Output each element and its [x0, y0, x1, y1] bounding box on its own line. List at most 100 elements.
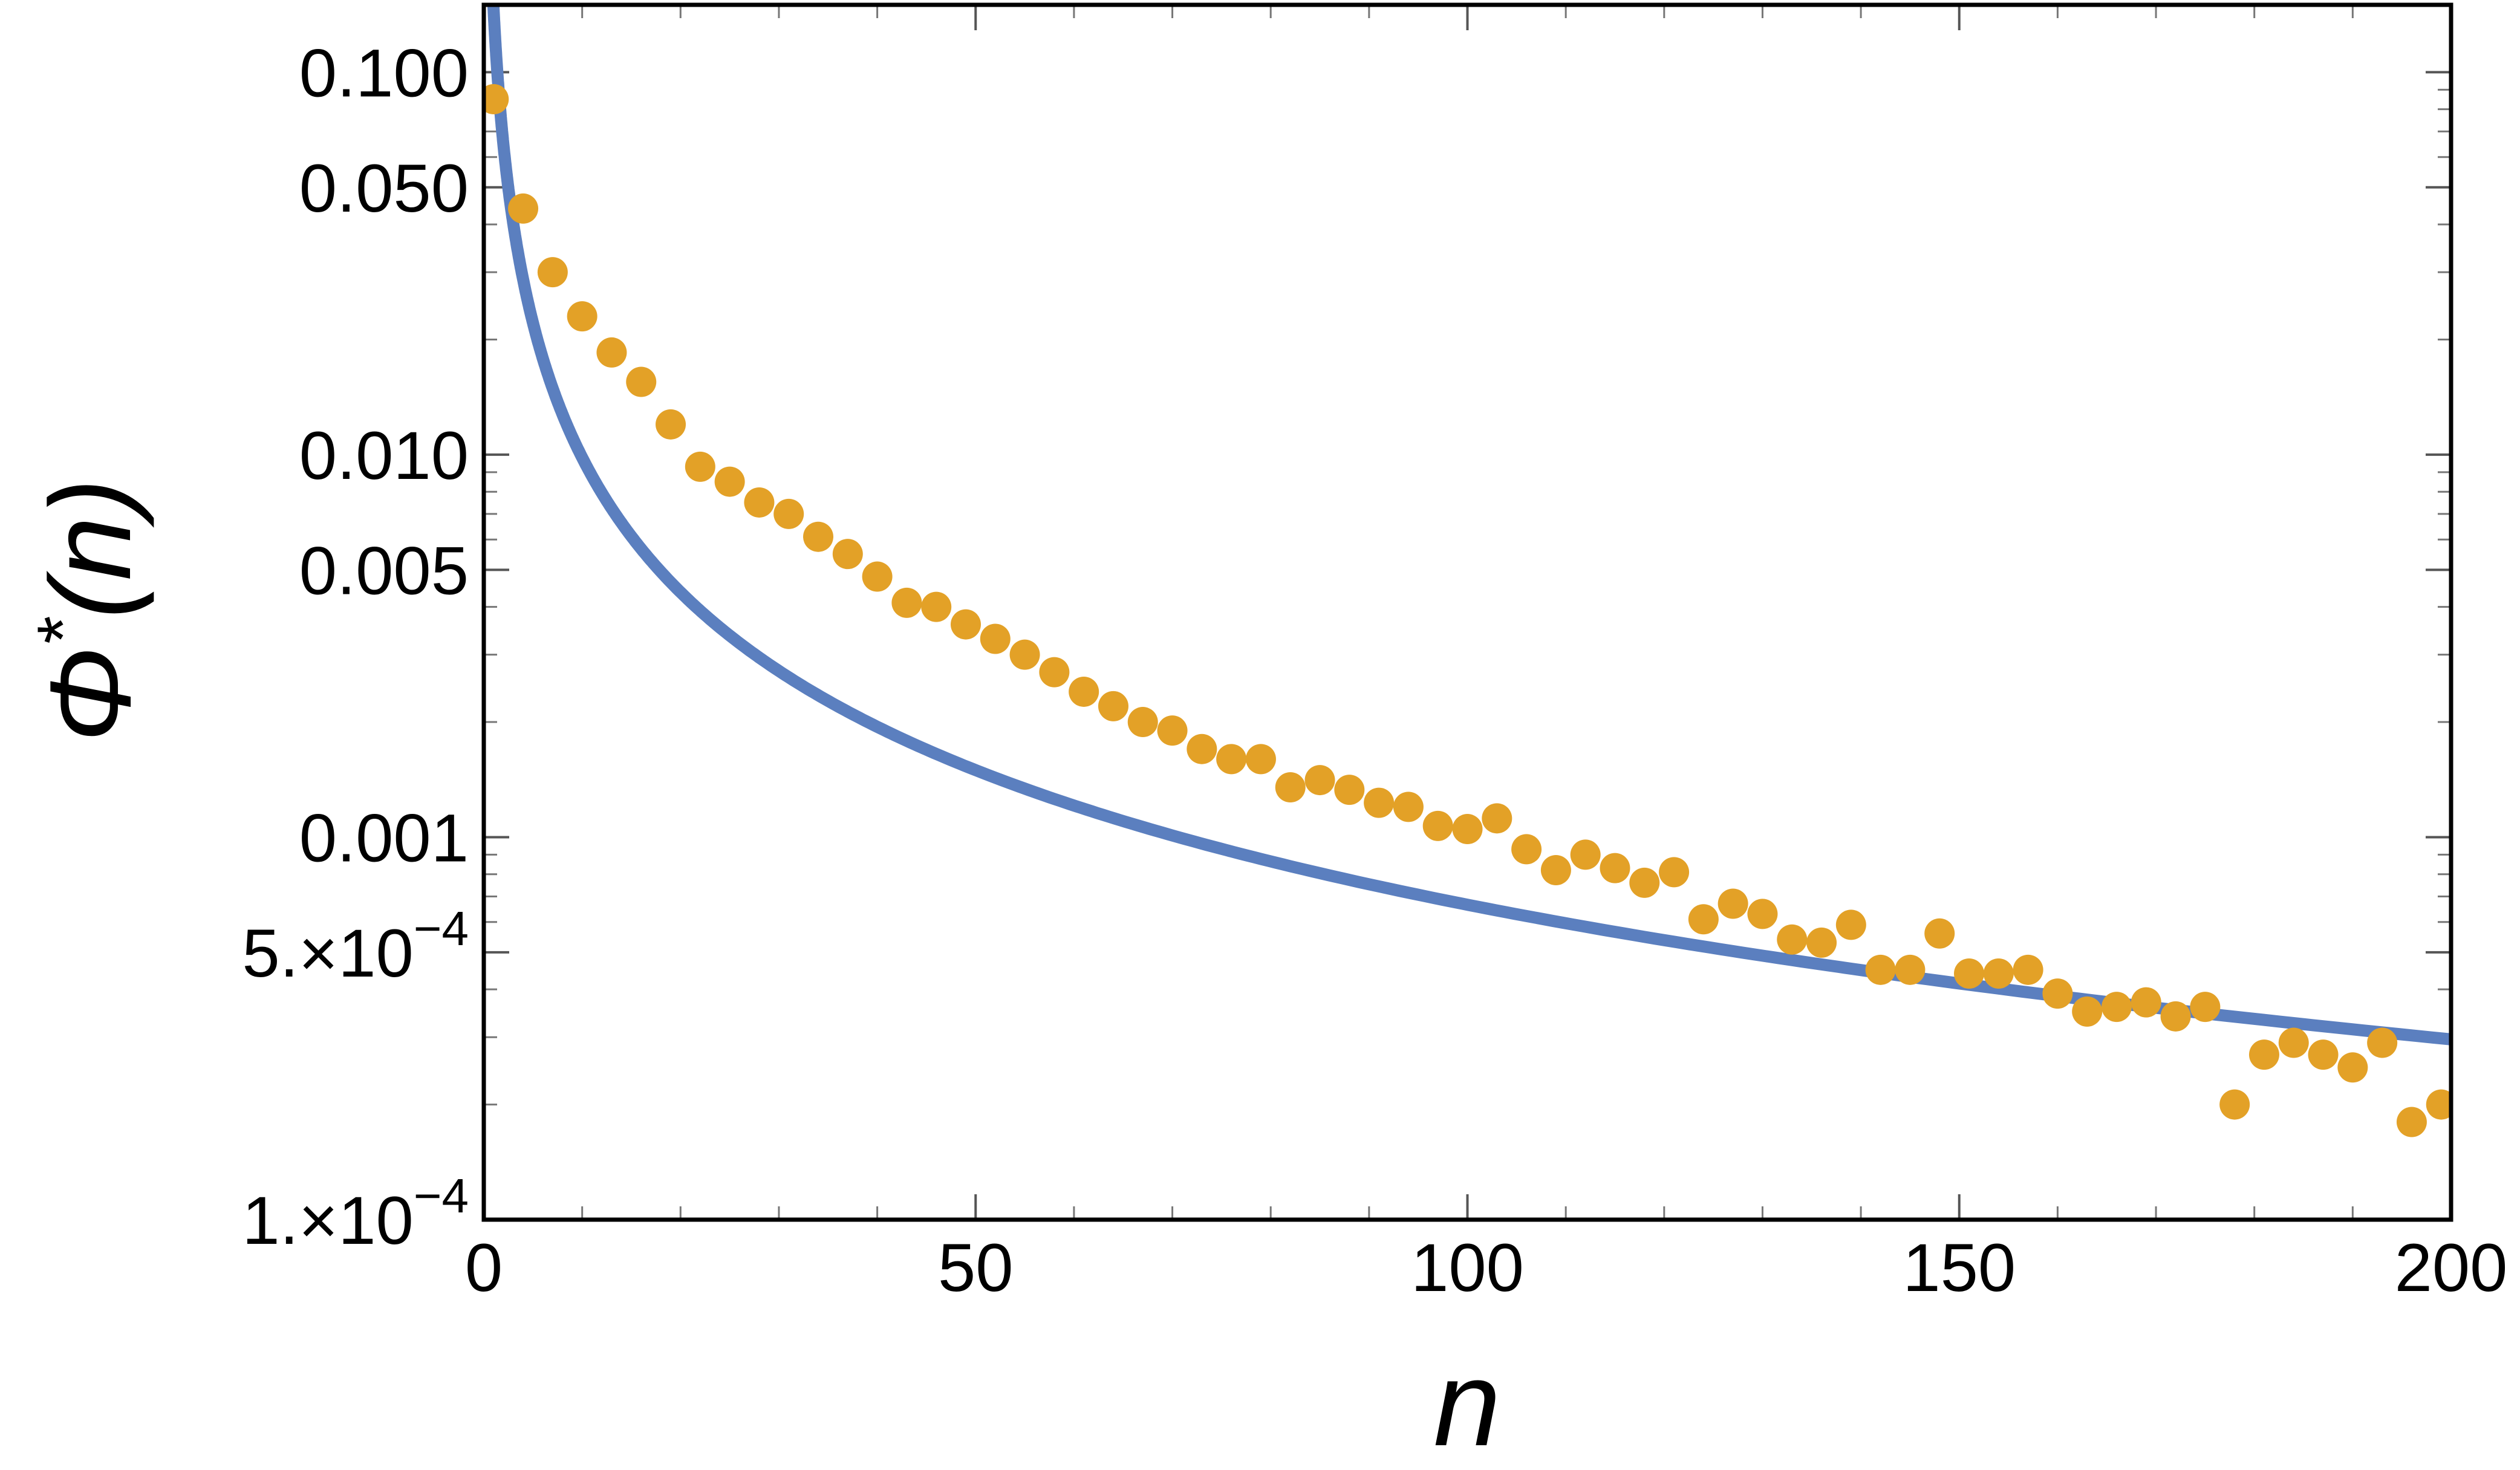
- data-point: [1600, 853, 1630, 883]
- data-point: [596, 337, 627, 368]
- y-axis-title: Φ*(n): [22, 478, 155, 743]
- data-point: [1157, 715, 1188, 746]
- fit-curve: [487, 5, 2451, 1046]
- data-point: [1482, 803, 1512, 834]
- data-point: [1127, 707, 1158, 738]
- data-point: [862, 561, 893, 592]
- data-point: [2101, 992, 2132, 1023]
- x-tick-label: 50: [938, 1230, 1014, 1306]
- data-point: [744, 487, 775, 518]
- data-point: [1954, 958, 1985, 989]
- data-point: [803, 521, 834, 552]
- data-point: [1511, 834, 1542, 865]
- data-point: [2131, 987, 2161, 1018]
- data-point: [2160, 1001, 2191, 1032]
- data-point: [656, 409, 686, 440]
- data-point: [1540, 854, 1571, 885]
- data-point: [832, 539, 863, 570]
- data-point: [2396, 1107, 2427, 1137]
- x-axis-title: n: [1433, 1336, 1500, 1470]
- data-point: [2190, 992, 2221, 1023]
- data-point: [1216, 744, 1247, 775]
- data-point: [1334, 775, 1365, 805]
- data-point: [508, 193, 539, 224]
- y-tick-label: 0.100: [299, 35, 469, 111]
- data-point: [1629, 867, 1660, 898]
- y-tick-mantissa: 0.005: [299, 533, 469, 608]
- data-point: [626, 366, 657, 397]
- data-point: [714, 466, 745, 497]
- y-tick-exponent: −4: [414, 902, 469, 955]
- data-point: [1865, 954, 1896, 985]
- data-point: [567, 301, 597, 332]
- data-point: [2308, 1039, 2339, 1070]
- data-point: [1364, 787, 1395, 818]
- data-point: [2367, 1027, 2398, 1058]
- data-point: [1245, 744, 1276, 775]
- data-point: [2013, 954, 2043, 985]
- data-point: [1187, 733, 1217, 764]
- data-point: [1422, 810, 1453, 841]
- data-point: [2219, 1089, 2250, 1120]
- data-point: [1039, 657, 1070, 688]
- data-point: [1304, 765, 1335, 796]
- data-point: [2072, 996, 2103, 1027]
- y-tick-mantissa: 1.×10: [242, 1183, 413, 1258]
- data-point: [980, 623, 1011, 654]
- y-tick-mantissa: 0.010: [299, 418, 469, 493]
- data-point: [2337, 1052, 2368, 1083]
- y-tick-label: 0.001: [299, 800, 469, 876]
- data-point: [1452, 814, 1483, 845]
- plot-frame: [481, 2, 2453, 1222]
- data-point: [2042, 978, 2073, 1009]
- y-tick-mantissa: 0.001: [299, 800, 469, 876]
- data-point: [921, 591, 952, 622]
- y-axis-title-argument: (n): [27, 478, 155, 619]
- x-tick-label: 150: [1903, 1230, 2016, 1306]
- data-point: [685, 451, 715, 482]
- data-point: [537, 257, 568, 288]
- y-axis-title-superscript: *: [22, 617, 103, 647]
- data-point: [1895, 954, 1926, 985]
- data-point: [1983, 958, 2014, 989]
- y-tick-exponent: −4: [414, 1169, 469, 1223]
- data-point: [1098, 691, 1128, 721]
- y-tick-label: 0.010: [299, 418, 469, 493]
- y-tick-label: 5.×10−4: [242, 902, 469, 991]
- data-point: [1806, 927, 1837, 958]
- y-axis-title-symbol: Φ: [27, 647, 155, 743]
- data-point: [2278, 1027, 2309, 1058]
- data-point: [1009, 639, 1040, 670]
- data-points-group: [484, 84, 2451, 1137]
- data-point: [1777, 924, 1808, 955]
- y-tick-mantissa: 0.050: [299, 151, 469, 226]
- data-point: [1275, 772, 1306, 803]
- data-point: [1688, 904, 1719, 935]
- x-tick-label: 0: [465, 1230, 503, 1306]
- data-point: [1924, 918, 1955, 949]
- y-tick-label: 1.×10−4: [242, 1169, 469, 1258]
- data-point: [1835, 909, 1866, 940]
- x-tick-label: 100: [1411, 1230, 1524, 1306]
- x-tick-labels: 0 50 100 150 200: [465, 1230, 2508, 1306]
- data-point: [1393, 792, 1424, 822]
- data-point: [1570, 839, 1601, 870]
- data-point: [2426, 1089, 2451, 1120]
- x-tick-label: 200: [2395, 1230, 2508, 1306]
- plot-background: [484, 5, 2451, 1220]
- data-point: [1747, 899, 1778, 929]
- data-point: [1069, 676, 1099, 707]
- data-point: [1717, 888, 1748, 919]
- y-tick-mantissa: 5.×10: [242, 915, 413, 991]
- data-point: [950, 609, 981, 640]
- data-point: [484, 84, 509, 115]
- fit-curve-group: [487, 5, 2451, 1046]
- data-point: [891, 587, 922, 618]
- axis-ticks: [483, 5, 2452, 1221]
- data-point: [2248, 1039, 2279, 1070]
- y-tick-mantissa: 0.100: [299, 35, 469, 111]
- y-tick-label: 0.005: [299, 533, 469, 608]
- y-tick-label: 0.050: [299, 151, 469, 226]
